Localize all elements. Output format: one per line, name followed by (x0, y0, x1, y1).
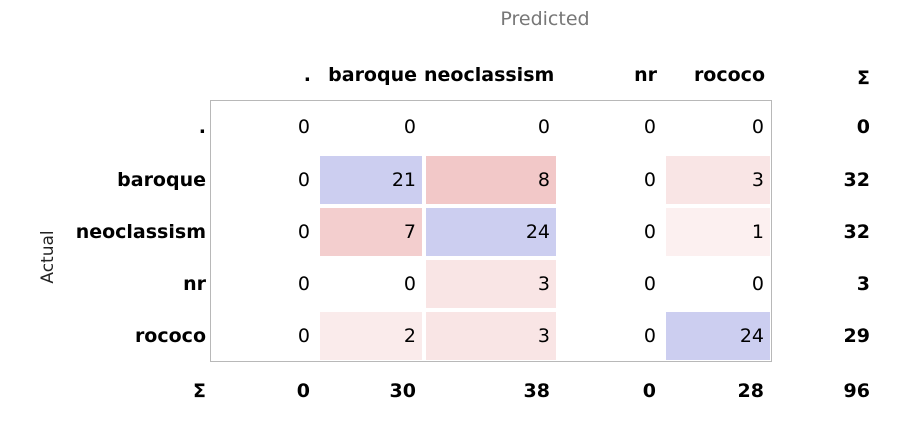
cell-value-2-3: 0 (643, 221, 656, 243)
cell-value-0-2: 0 (537, 116, 550, 138)
cell-value-2-4: 1 (751, 221, 764, 243)
cell-shade-4-4 (666, 312, 770, 360)
column-header-4: rococo (693, 64, 765, 86)
cell-value-4-0: 0 (297, 325, 310, 347)
row-header-2: neoclassism (75, 221, 206, 243)
matrix-frame (210, 100, 772, 362)
cell-value-3-0: 0 (297, 273, 310, 295)
cell-shade-3-2 (426, 260, 556, 308)
row-header-1: baroque (117, 169, 206, 191)
row-total-0: 0 (856, 116, 870, 138)
cell-value-3-1: 0 (403, 273, 416, 295)
cell-shade-1-1 (320, 156, 422, 204)
column-header-0: . (303, 64, 311, 86)
row-header-3: nr (183, 273, 206, 295)
x-axis-title: Predicted (500, 8, 590, 30)
cell-value-0-3: 0 (643, 116, 656, 138)
column-total-4: 28 (737, 380, 764, 402)
cell-shade-2-2 (426, 208, 556, 256)
cell-value-1-2: 8 (537, 169, 550, 191)
cell-value-2-0: 0 (297, 221, 310, 243)
cell-value-0-0: 0 (297, 116, 310, 138)
row-total-3: 3 (856, 273, 870, 295)
cell-value-4-3: 0 (643, 325, 656, 347)
cell-value-1-4: 3 (751, 169, 764, 191)
column-header-2: neoclassism (424, 64, 555, 86)
row-total-1: 32 (843, 169, 870, 191)
row-header-0: . (198, 116, 206, 138)
cell-value-1-3: 0 (643, 169, 656, 191)
column-total-3: 0 (642, 380, 656, 402)
cell-value-0-1: 0 (403, 116, 416, 138)
cell-value-4-4: 24 (739, 325, 764, 347)
cell-shade-2-1 (320, 208, 422, 256)
cell-value-4-2: 3 (537, 325, 550, 347)
column-total-0: 0 (296, 380, 310, 402)
row-header-sum: Σ (193, 380, 206, 402)
column-total-2: 38 (523, 380, 550, 402)
column-header-sum: Σ (857, 67, 870, 89)
row-header-4: rococo (134, 325, 206, 347)
cell-shade-4-2 (426, 312, 556, 360)
cell-value-1-0: 0 (297, 169, 310, 191)
cell-value-2-1: 7 (403, 221, 416, 243)
cell-shade-4-1 (320, 312, 422, 360)
cell-value-3-4: 0 (751, 273, 764, 295)
cell-shade-1-2 (426, 156, 556, 204)
cell-value-3-2: 3 (537, 273, 550, 295)
column-header-1: baroque (328, 64, 417, 86)
cell-value-3-3: 0 (643, 273, 656, 295)
cell-value-4-1: 2 (403, 325, 416, 347)
cell-shade-1-4 (666, 156, 770, 204)
row-total-2: 32 (843, 221, 870, 243)
cell-value-1-1: 21 (391, 169, 416, 191)
cell-shade-2-4 (666, 208, 770, 256)
column-header-3: nr (634, 64, 657, 86)
cell-value-0-4: 0 (751, 116, 764, 138)
cell-value-2-2: 24 (525, 221, 550, 243)
column-total-1: 30 (389, 380, 416, 402)
grand-total: 96 (843, 380, 870, 402)
row-total-4: 29 (843, 325, 870, 347)
